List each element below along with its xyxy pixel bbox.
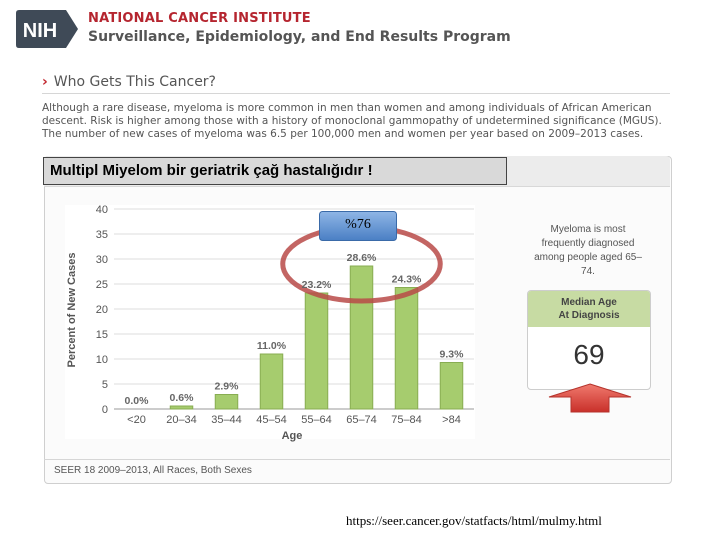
data-label: 24.3% xyxy=(392,274,422,286)
y-tick-label: 20 xyxy=(96,304,108,316)
section-description: Although a rare disease, myeloma is more… xyxy=(42,102,662,140)
side-note: Myeloma is most frequently diagnosed amo… xyxy=(534,224,642,277)
bars xyxy=(169,265,464,410)
bar xyxy=(304,292,329,410)
up-arrow-icon xyxy=(548,383,632,413)
data-label: 28.6% xyxy=(347,252,377,264)
overlay-title: Multipl Miyelom bir geriatrik çağ hastal… xyxy=(43,157,507,185)
bar xyxy=(349,265,374,410)
median-age-header: Median Age At Diagnosis xyxy=(528,291,650,327)
annotation-label: %76 xyxy=(345,217,371,232)
x-tick-label: 65–74 xyxy=(346,414,377,426)
data-label: 9.3% xyxy=(440,349,465,361)
y-tick-label: 30 xyxy=(96,254,108,266)
source-url[interactable]: https://seer.cancer.gov/statfacts/html/m… xyxy=(346,513,602,528)
section-title-text: Who Gets This Cancer? xyxy=(53,74,216,90)
nih-logo-text: NIH xyxy=(23,20,57,42)
program-name[interactable]: Surveillance, Epidemiology, and End Resu… xyxy=(88,29,511,45)
y-tick-label: 25 xyxy=(96,279,108,291)
y-tick-label: 35 xyxy=(96,229,108,241)
y-tick-label: 15 xyxy=(96,329,108,341)
data-labels: 0.0% 0.6% 2.9% 11.0% 23.2% 28.6% 24.3% 9.3% xyxy=(125,252,465,407)
x-tick-label: 45–54 xyxy=(256,414,287,426)
median-age-card: Median Age At Diagnosis 69 xyxy=(527,290,651,390)
x-axis-label: Age xyxy=(282,430,303,442)
median-age-title: Median Age xyxy=(561,297,617,308)
bar xyxy=(394,287,419,410)
data-label: 11.0% xyxy=(257,340,287,352)
data-label: 2.9% xyxy=(215,381,240,393)
x-tick-label: 75–84 xyxy=(391,414,422,426)
institute-name[interactable]: NATIONAL CANCER INSTITUTE xyxy=(88,11,311,26)
x-tick-labels: <20 20–34 35–44 45–54 55–64 65–74 75–84 >84 xyxy=(127,414,461,426)
section-title[interactable]: › Who Gets This Cancer? xyxy=(42,74,216,90)
nih-logo: NIH xyxy=(16,10,78,48)
y-tick-label: 0 xyxy=(102,404,108,416)
data-source-note: SEER 18 2009–2013, All Races, Both Sexes xyxy=(54,465,252,476)
chevron-right-icon: › xyxy=(42,74,48,90)
y-axis-label: Percent of New Cases xyxy=(66,253,78,368)
x-tick-label: <20 xyxy=(127,414,146,426)
y-tick-labels: 0 5 10 15 20 25 30 35 40 xyxy=(96,204,108,416)
data-label: 0.6% xyxy=(170,392,195,404)
bar xyxy=(439,362,464,410)
bar xyxy=(214,394,239,410)
x-tick-label: >84 xyxy=(442,414,461,426)
x-tick-label: 35–44 xyxy=(211,414,242,426)
age-distribution-chart: 0 5 10 15 20 25 30 35 40 <20 20–34 35–44 45–54 55–64… xyxy=(65,204,475,442)
x-tick-label: 55–64 xyxy=(301,414,332,426)
y-tick-label: 40 xyxy=(96,204,108,216)
annotation-box xyxy=(319,211,397,241)
section-divider xyxy=(42,93,670,94)
y-tick-label: 10 xyxy=(96,354,108,366)
median-age-subtitle: At Diagnosis xyxy=(558,310,620,321)
data-label: 0.0% xyxy=(125,395,150,407)
median-age-value: 69 xyxy=(573,339,605,370)
x-tick-label: 20–34 xyxy=(166,414,197,426)
footer-divider xyxy=(44,459,670,460)
y-tick-label: 5 xyxy=(102,379,108,391)
data-label: 23.2% xyxy=(302,279,332,291)
bar xyxy=(259,353,284,410)
bar xyxy=(169,405,194,410)
